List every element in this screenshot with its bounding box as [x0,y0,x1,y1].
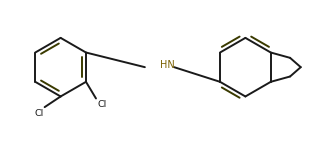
Text: HN: HN [160,60,174,70]
Text: Cl: Cl [97,101,107,109]
Text: Cl: Cl [34,109,43,118]
